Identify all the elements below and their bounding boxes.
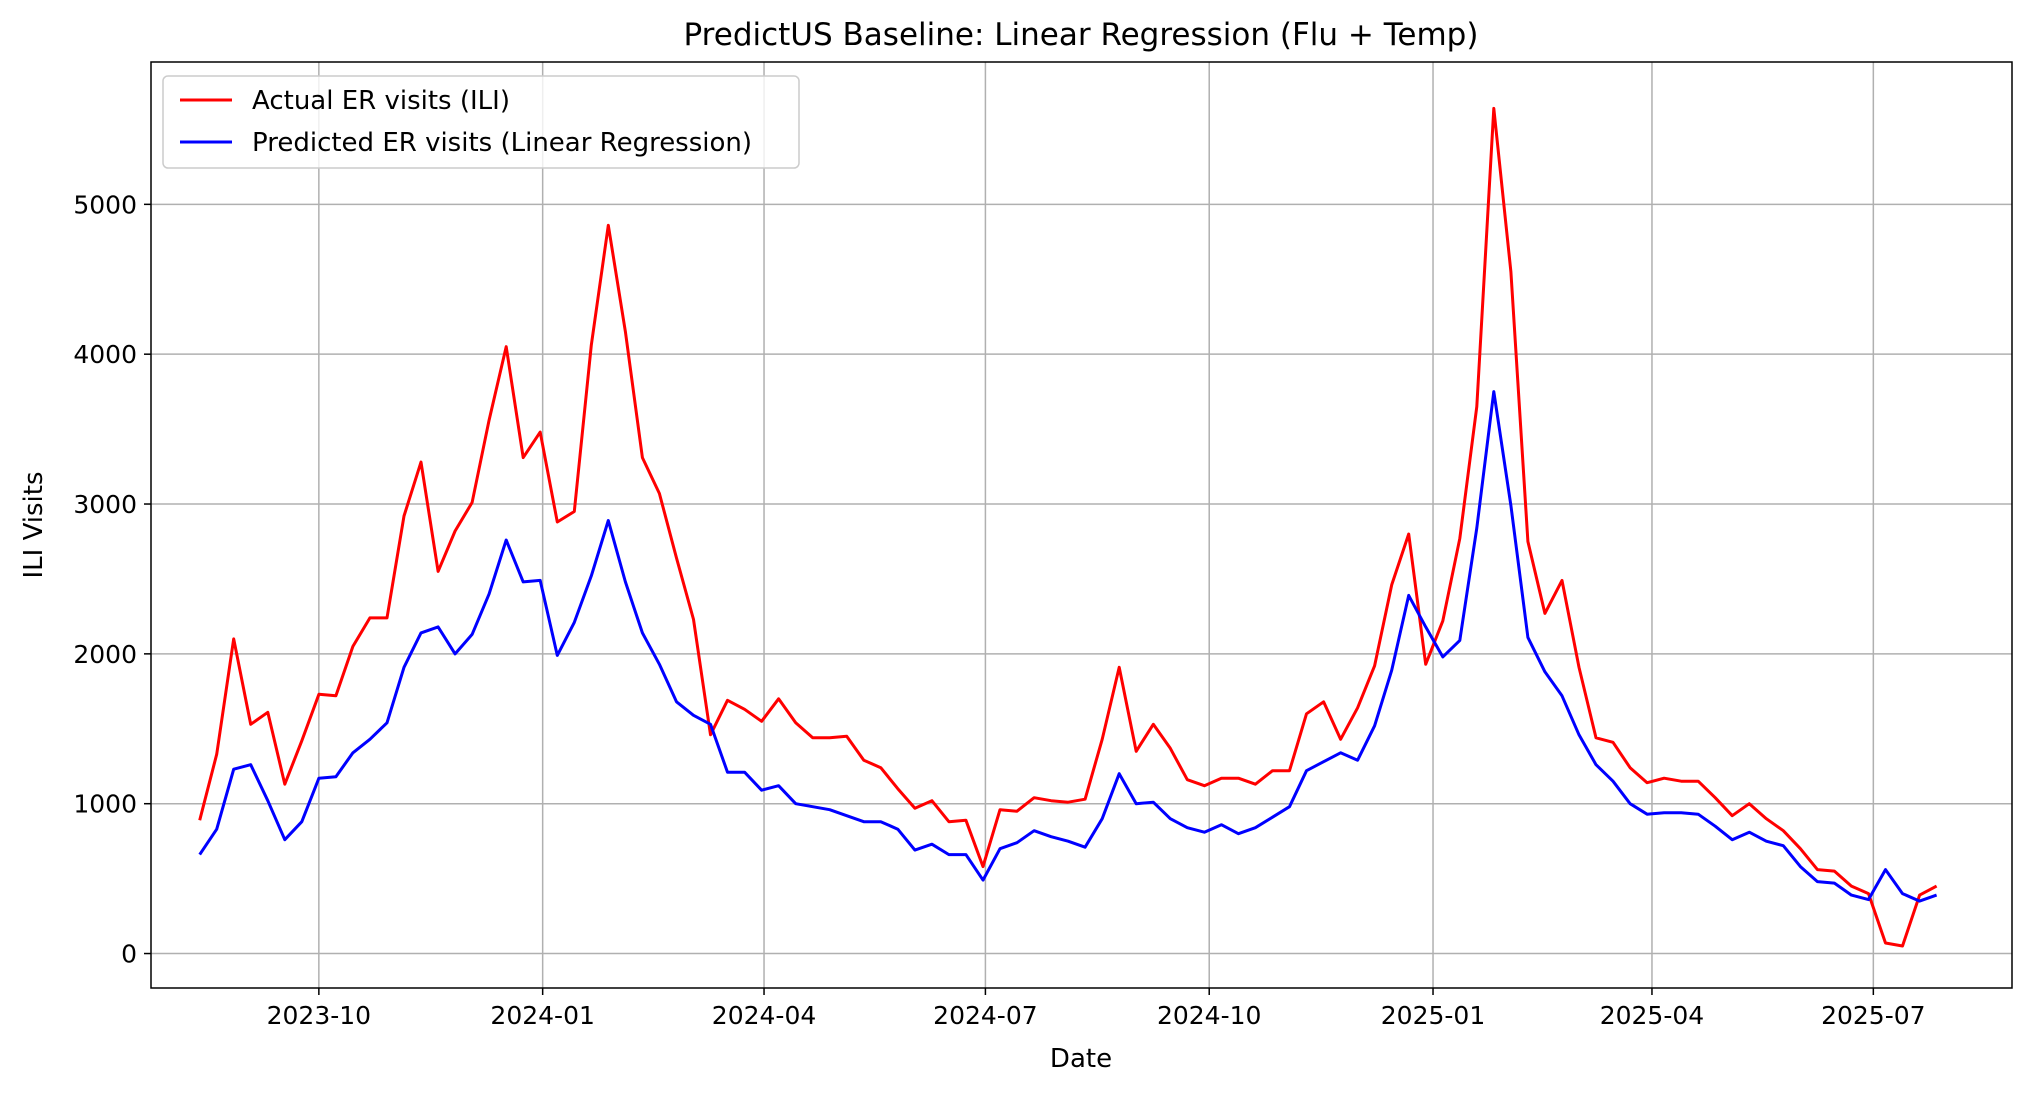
x-tick-label: 2024-01 — [490, 1001, 594, 1030]
y-tick-label: 1000 — [73, 790, 137, 819]
grid-lines — [151, 62, 2012, 988]
series-line-actual — [198, 106, 1938, 948]
x-tick-label: 2025-01 — [1381, 1001, 1485, 1030]
x-tick-label: 2024-04 — [712, 1001, 816, 1030]
x-tick-label: 2024-07 — [933, 1001, 1037, 1030]
series-lines — [198, 106, 1938, 948]
x-tick-label: 2025-07 — [1821, 1001, 1925, 1030]
series-line-predicted — [198, 390, 1938, 903]
x-tick-label: 2025-04 — [1600, 1001, 1704, 1030]
chart-title: PredictUS Baseline: Linear Regression (F… — [684, 17, 1479, 53]
legend-label-predicted: Predicted ER visits (Linear Regression) — [252, 128, 752, 158]
y-axis-label: ILI Visits — [19, 471, 49, 578]
x-tick-label: 2023-10 — [267, 1001, 371, 1030]
legend-box — [162, 75, 800, 169]
y-tick-label: 5000 — [73, 190, 137, 219]
y-tick-label: 2000 — [73, 640, 137, 669]
x-tick-label: 2024-10 — [1157, 1001, 1261, 1030]
y-tick-label: 3000 — [73, 490, 137, 519]
x-axis-label: Date — [1050, 1044, 1112, 1074]
axis-ticks: 2023-10 2024-01 2024-04 2024-07 2024-10 2025-… — [73, 190, 1925, 1030]
y-tick-label: 4000 — [73, 340, 137, 369]
plot-frame — [150, 61, 2013, 989]
legend: Actual ER visits (ILI) Predicted ER visi… — [162, 75, 800, 169]
legend-label-actual: Actual ER visits (ILI) — [252, 86, 510, 116]
y-tick-label: 0 — [121, 940, 137, 969]
